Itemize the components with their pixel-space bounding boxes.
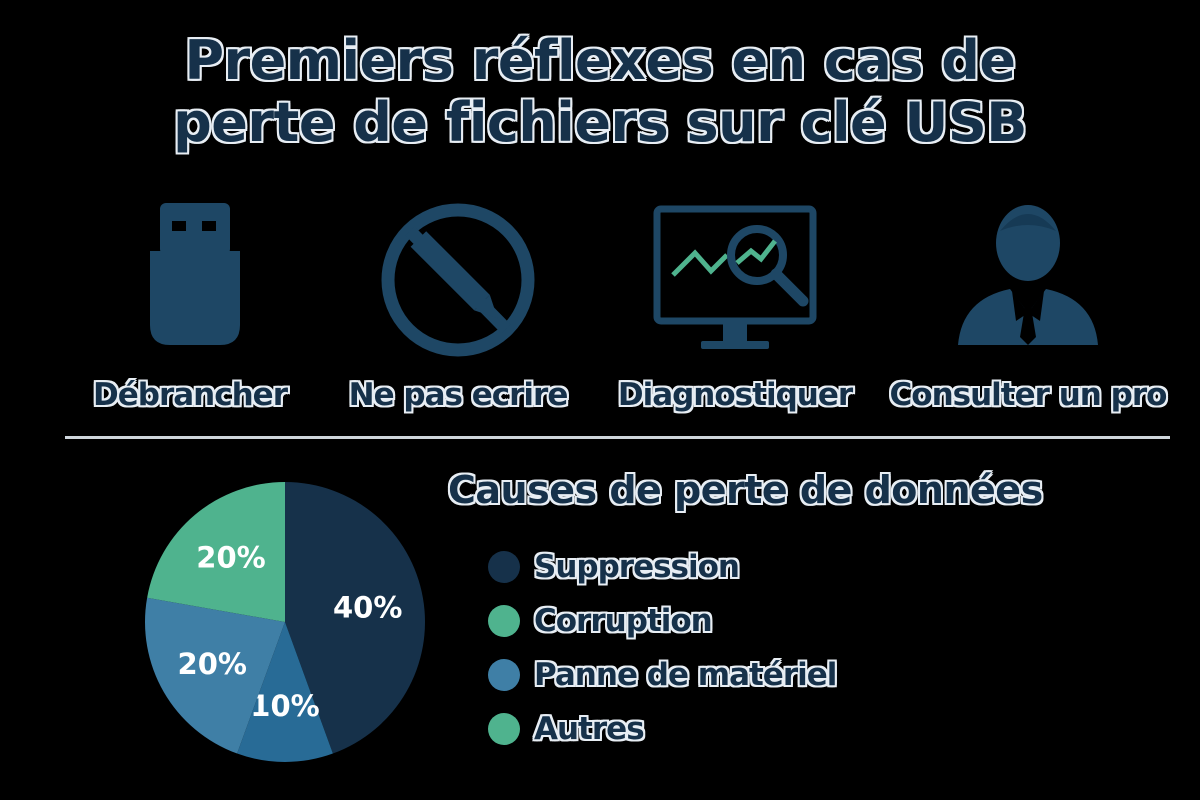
step-consult-pro: Consulter un pro (888, 195, 1168, 413)
professional-person-icon (958, 205, 1098, 345)
legend-swatch (488, 551, 520, 583)
step-unplug: Débrancher (50, 195, 330, 413)
step-label: Débrancher (93, 377, 288, 413)
legend-swatch (488, 713, 520, 745)
chart-legend: Suppression Corruption Panne de matériel… (488, 540, 837, 756)
legend-item: Corruption (488, 594, 836, 648)
chart-title: Causes de perte de données (448, 468, 1043, 512)
pie-slice-label: 20% (196, 541, 265, 575)
section-divider (65, 436, 1170, 439)
title-line-2: perte de fichiers sur clé USB (173, 91, 1027, 154)
pie-slice-label: 40% (333, 590, 402, 624)
step-label: Consulter un pro (889, 377, 1168, 413)
pie-chart: 40%10%20%20% (144, 482, 426, 762)
legend-label: Corruption (534, 603, 713, 639)
page-title: Premiers réflexes en cas de perte de fic… (0, 30, 1200, 154)
step-no-write: Ne pas ecrire (318, 195, 598, 413)
legend-label: Autres (534, 711, 645, 747)
title-line-1: Premiers réflexes en cas de (184, 29, 1016, 92)
legend-swatch (488, 659, 520, 691)
pie-slice-label: 10% (250, 689, 319, 723)
legend-item: Suppression (488, 540, 836, 594)
step-diagnose: Diagnostiquer (595, 195, 875, 413)
step-label: Diagnostiquer (617, 377, 853, 413)
step-label: Ne pas ecrire (348, 377, 569, 413)
legend-item: Autres (488, 702, 836, 756)
pie-slice (147, 482, 285, 622)
no-writing-icon (381, 203, 535, 357)
legend-item: Panne de matériel (488, 648, 837, 702)
diagnostic-monitor-icon (653, 205, 817, 349)
legend-label: Panne de matériel (534, 657, 837, 693)
legend-swatch (488, 605, 520, 637)
pie-slice-label: 20% (178, 647, 247, 681)
legend-label: Suppression (534, 549, 740, 585)
usb-drive-icon (150, 203, 240, 345)
pie-slice (285, 482, 426, 754)
pie-slice (237, 622, 333, 762)
pie-slice (144, 597, 285, 754)
